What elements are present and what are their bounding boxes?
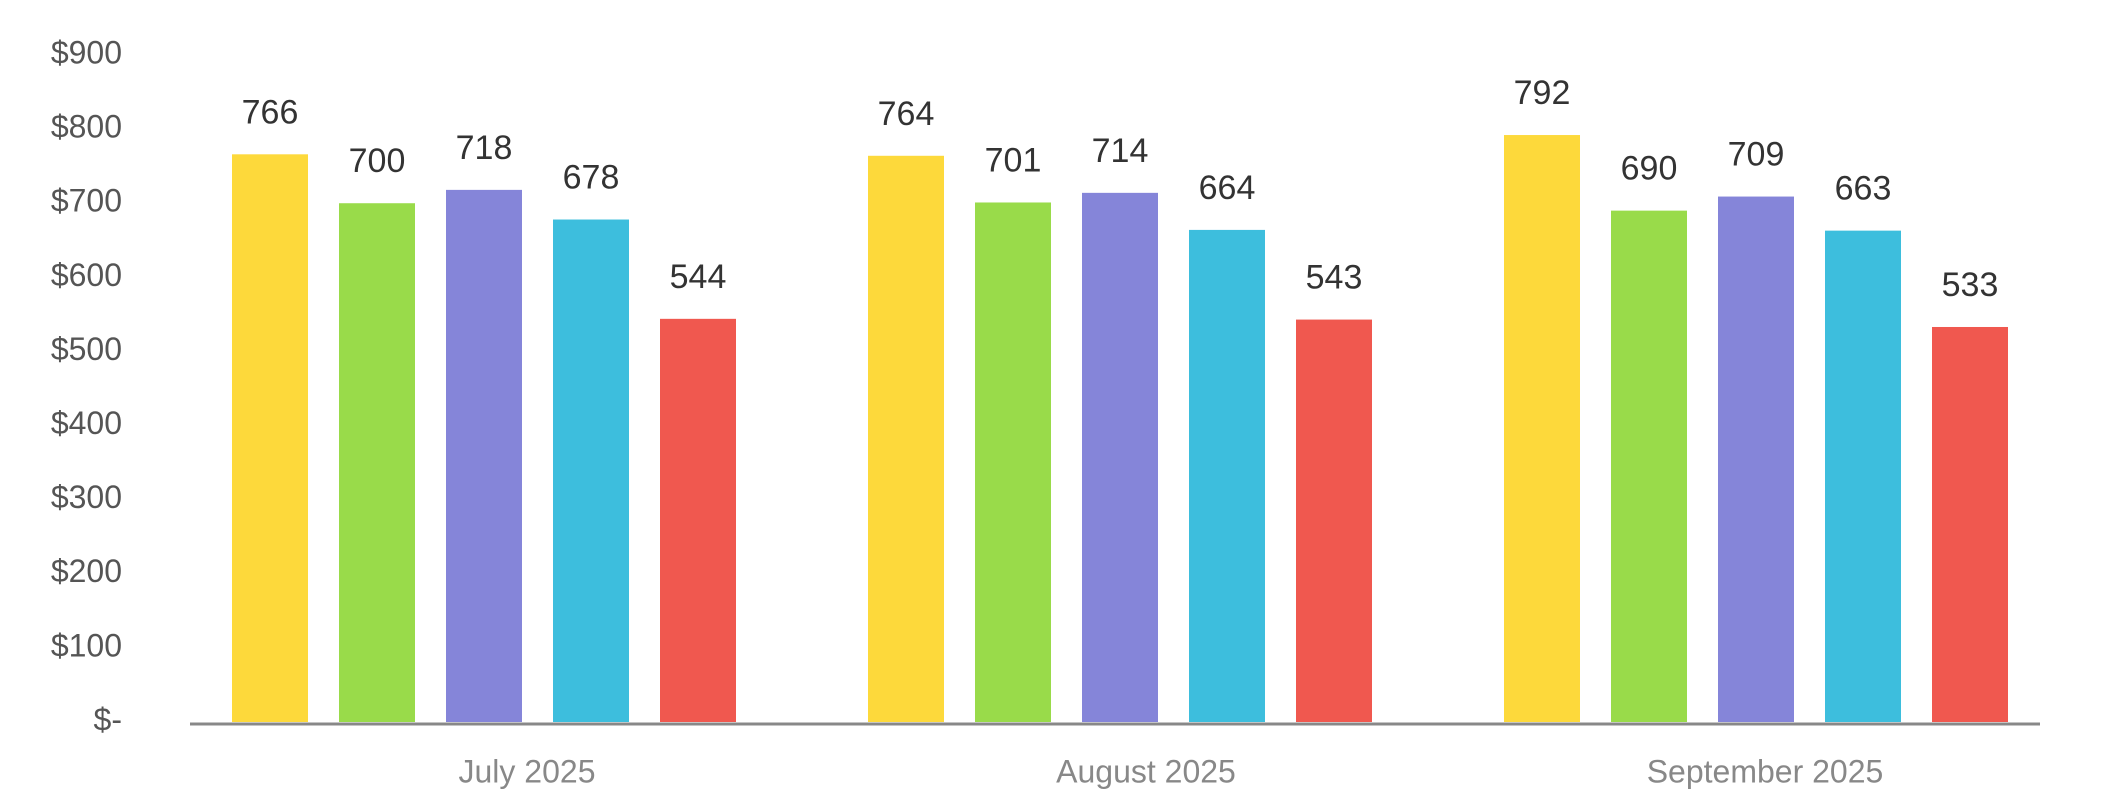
bar	[1082, 192, 1158, 722]
y-tick-label: $500	[51, 331, 122, 367]
bar	[868, 155, 944, 722]
x-tick-label: August 2025	[1056, 753, 1236, 789]
bar	[1932, 326, 2008, 722]
bar	[339, 203, 415, 722]
x-tick-label: September 2025	[1647, 753, 1884, 789]
bar	[1189, 229, 1265, 722]
y-tick-label: $100	[51, 627, 122, 663]
data-label: 766	[242, 93, 299, 131]
data-label: 701	[985, 141, 1042, 179]
bar	[1611, 210, 1687, 722]
data-label: 678	[563, 159, 620, 197]
y-tick-label: $700	[51, 183, 122, 219]
data-label: 544	[670, 258, 727, 296]
y-tick-label: $800	[51, 109, 122, 145]
data-label: 543	[1306, 259, 1363, 297]
bar	[553, 219, 629, 722]
bar	[1825, 230, 1901, 723]
data-label: 792	[1514, 74, 1571, 112]
data-label: 718	[456, 129, 513, 167]
data-label: 709	[1728, 136, 1785, 174]
data-label: 663	[1835, 170, 1892, 208]
x-tick-label: July 2025	[459, 753, 596, 789]
y-tick-label: $300	[51, 479, 122, 515]
data-label: 764	[878, 95, 935, 133]
y-tick-label: $900	[51, 34, 122, 70]
data-label: 700	[349, 142, 406, 180]
data-label: 714	[1092, 132, 1149, 170]
bar	[1718, 196, 1794, 722]
y-tick-label: $-	[94, 701, 122, 737]
bar	[232, 154, 308, 722]
bar	[1504, 135, 1580, 723]
bar	[660, 318, 736, 722]
bar	[446, 189, 522, 723]
y-tick-label: $400	[51, 405, 122, 441]
data-label: 690	[1621, 150, 1678, 188]
bar	[1296, 319, 1372, 722]
data-label: 533	[1942, 266, 1999, 304]
y-tick-label: $200	[51, 553, 122, 589]
data-label: 664	[1199, 169, 1256, 207]
y-tick-label: $600	[51, 257, 122, 293]
bar	[975, 202, 1051, 723]
